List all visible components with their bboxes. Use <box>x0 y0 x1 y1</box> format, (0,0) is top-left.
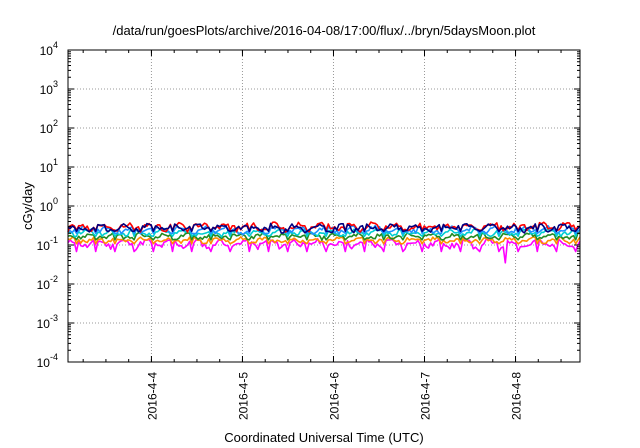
series-line <box>67 232 581 241</box>
series-line <box>67 228 581 238</box>
y-tick-label: 10-4 <box>37 352 58 370</box>
x-tick-label: 2016-4-5 <box>236 372 250 420</box>
y-tick-label: 103 <box>40 79 58 97</box>
x-tick-label: 2016-4-8 <box>510 372 524 420</box>
y-tick-label: 100 <box>40 196 58 214</box>
y-tick-label: 101 <box>40 157 58 175</box>
x-tick-label: 2016-4-7 <box>419 372 433 420</box>
chart-title: /data/run/goesPlots/archive/2016-04-08/1… <box>113 23 536 38</box>
y-tick-label: 10-1 <box>37 235 58 253</box>
x-axis-label: Coordinated Universal Time (UTC) <box>224 430 423 445</box>
x-tick-label: 2016-4-4 <box>145 372 159 420</box>
y-tick-label: 10-3 <box>37 313 58 331</box>
x-axis: 2016-4-4 2016-4-5 2016-4-6 2016-4-7 2016-4-8 <box>82 50 562 420</box>
x-tick-label: 2016-4-6 <box>327 372 341 420</box>
series-line <box>67 236 581 245</box>
grid <box>68 50 580 362</box>
series-group <box>67 221 581 264</box>
y-tick-label: 104 <box>40 40 58 58</box>
y-axis: 10-4 10-3 10-2 10-1 100 101 102 103 104 <box>37 40 580 370</box>
y-axis-label: cGy/day <box>20 182 35 230</box>
y-tick-label: 10-2 <box>37 274 58 292</box>
series-line <box>67 222 581 234</box>
y-tick-label: 102 <box>40 118 58 136</box>
